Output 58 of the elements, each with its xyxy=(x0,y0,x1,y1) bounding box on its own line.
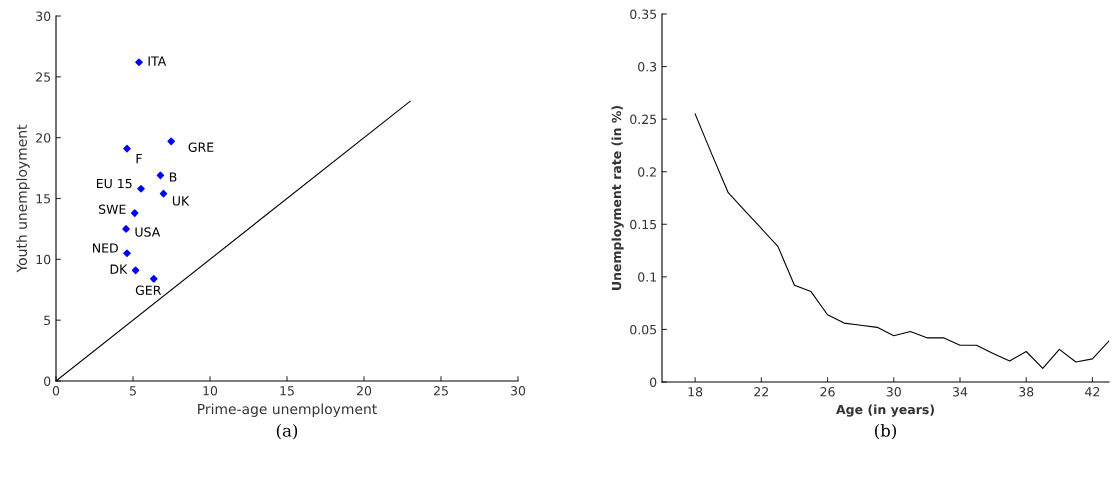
annotation: ITA xyxy=(148,56,167,66)
x-tick-label: 10 xyxy=(203,386,218,396)
annotation: B xyxy=(169,172,177,182)
annotation: NED xyxy=(93,243,118,253)
annotation: UK xyxy=(172,196,190,206)
point xyxy=(149,274,158,283)
annotation: EU 15 xyxy=(96,178,132,189)
x-tick-label: 15 xyxy=(280,386,294,396)
point xyxy=(131,266,140,275)
point xyxy=(159,189,168,198)
point xyxy=(122,225,130,233)
x-axis-title: Age (in years) xyxy=(836,404,934,417)
point xyxy=(137,184,145,193)
y-tick-label: 0.35 xyxy=(630,9,657,19)
x-tick-label: 42 xyxy=(1085,387,1100,397)
x-tick-label: 30 xyxy=(886,387,901,397)
y-tick-label: 10 xyxy=(36,254,51,265)
text: (a) xyxy=(276,423,298,440)
x-tick-label: 18 xyxy=(688,387,703,397)
y-tick-label: 20 xyxy=(36,133,51,143)
point xyxy=(135,58,143,67)
x-tick-label: 5 xyxy=(129,386,136,396)
point xyxy=(167,137,175,146)
y-tick-label: 25 xyxy=(36,72,51,82)
x-tick-label: 34 xyxy=(953,387,968,397)
x-axis-title: Prime-age unemployment xyxy=(198,403,377,417)
annotation: USA xyxy=(135,227,161,237)
x-tick-label: 0 xyxy=(52,386,60,396)
y-tick-label: 0.05 xyxy=(630,324,657,335)
line-series xyxy=(694,113,1109,369)
y-tick-label: 5 xyxy=(44,315,51,326)
y-tick-label: 0 xyxy=(650,377,657,387)
y-tick-label: 0.3 xyxy=(638,62,657,72)
text: (b) xyxy=(874,423,897,440)
y-tick-label: 15 xyxy=(36,194,51,204)
y-tick-label: 0 xyxy=(44,376,51,386)
y-tick-label: 0.25 xyxy=(630,114,657,125)
annotation: F xyxy=(136,154,142,164)
x-tick-label: 38 xyxy=(1019,387,1034,397)
x-tick-label: 25 xyxy=(433,386,448,396)
y-tick-label: 0.1 xyxy=(638,272,656,282)
x-tick-label: 22 xyxy=(754,387,769,397)
annotation: GRE xyxy=(188,142,214,152)
annotation: DK xyxy=(110,264,128,274)
point xyxy=(156,171,165,180)
x-tick-label: 30 xyxy=(511,386,526,396)
point xyxy=(123,249,131,258)
y-axis-title: Unemployment rate (in %) xyxy=(611,106,624,290)
x-tick-label: 26 xyxy=(820,387,835,397)
y-tick-label: 0.2 xyxy=(638,167,656,177)
point xyxy=(123,144,131,153)
y-axis-title: Youth unemployment xyxy=(16,124,30,273)
y-tick-label: 0.15 xyxy=(630,219,657,230)
y-tick-label: 30 xyxy=(36,11,51,21)
annotation: SWE xyxy=(98,204,126,214)
x-tick-label: 20 xyxy=(356,386,372,396)
point xyxy=(130,209,139,217)
annotation: GER xyxy=(135,285,162,295)
